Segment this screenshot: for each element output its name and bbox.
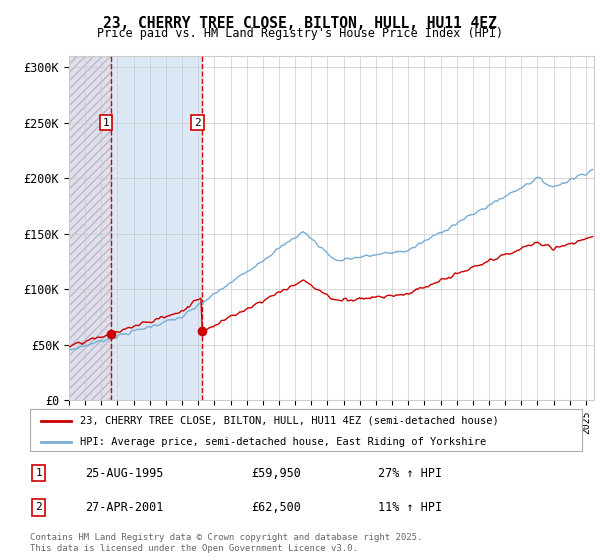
Text: 2: 2	[194, 118, 201, 128]
Bar	[111, 56, 202, 400]
Text: Contains HM Land Registry data © Crown copyright and database right 2025.
This d: Contains HM Land Registry data © Crown c…	[30, 533, 422, 553]
Text: 2: 2	[35, 502, 42, 512]
Text: £62,500: £62,500	[251, 501, 301, 514]
Text: 1: 1	[35, 468, 42, 478]
Text: 27-APR-2001: 27-APR-2001	[85, 501, 164, 514]
Text: 11% ↑ HPI: 11% ↑ HPI	[378, 501, 442, 514]
Bar	[69, 56, 111, 400]
Text: £59,950: £59,950	[251, 467, 301, 480]
Text: 25-AUG-1995: 25-AUG-1995	[85, 467, 164, 480]
Text: 23, CHERRY TREE CLOSE, BILTON, HULL, HU11 4EZ (semi-detached house): 23, CHERRY TREE CLOSE, BILTON, HULL, HU1…	[80, 416, 499, 426]
Text: Price paid vs. HM Land Registry's House Price Index (HPI): Price paid vs. HM Land Registry's House …	[97, 27, 503, 40]
Text: 1: 1	[103, 118, 109, 128]
Text: 23, CHERRY TREE CLOSE, BILTON, HULL, HU11 4EZ: 23, CHERRY TREE CLOSE, BILTON, HULL, HU1…	[103, 16, 497, 31]
Bar	[69, 56, 111, 400]
FancyBboxPatch shape	[30, 409, 582, 451]
Text: 27% ↑ HPI: 27% ↑ HPI	[378, 467, 442, 480]
Text: HPI: Average price, semi-detached house, East Riding of Yorkshire: HPI: Average price, semi-detached house,…	[80, 437, 486, 446]
